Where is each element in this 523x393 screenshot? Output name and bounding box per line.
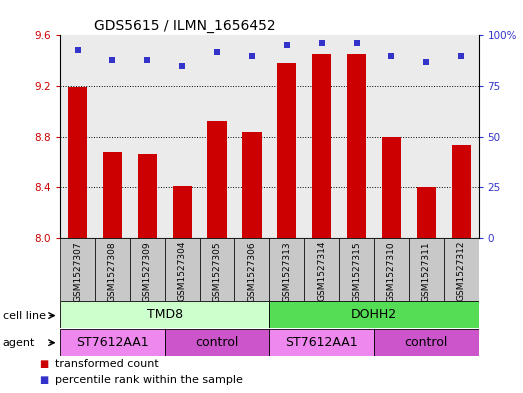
Bar: [234, 238, 269, 301]
Bar: [444, 35, 479, 238]
Bar: [374, 329, 479, 356]
Bar: [339, 238, 374, 301]
Bar: [60, 301, 269, 328]
Bar: [95, 35, 130, 238]
Bar: [60, 329, 165, 356]
Bar: [173, 186, 192, 238]
Bar: [234, 35, 269, 238]
Bar: [409, 35, 444, 238]
Point: [73, 46, 82, 53]
Point: [282, 42, 291, 49]
Text: GSM1527307: GSM1527307: [73, 241, 82, 301]
Bar: [347, 54, 366, 238]
Bar: [444, 238, 479, 301]
Bar: [103, 152, 122, 238]
Text: ■: ■: [39, 358, 49, 369]
Text: ST7612AA1: ST7612AA1: [286, 336, 358, 349]
Bar: [95, 238, 130, 301]
Text: ■: ■: [39, 375, 49, 385]
Bar: [200, 238, 234, 301]
Text: GSM1527315: GSM1527315: [352, 241, 361, 301]
Text: TMD8: TMD8: [146, 308, 183, 321]
Text: transformed count: transformed count: [55, 358, 158, 369]
Text: GSM1527306: GSM1527306: [247, 241, 256, 301]
Bar: [68, 87, 87, 238]
Bar: [382, 136, 401, 238]
Point: [422, 59, 430, 65]
Text: GSM1527311: GSM1527311: [422, 241, 431, 301]
Point: [108, 57, 117, 63]
Bar: [130, 238, 165, 301]
Bar: [269, 329, 374, 356]
Bar: [374, 35, 409, 238]
Bar: [60, 35, 95, 238]
Bar: [304, 238, 339, 301]
Bar: [165, 238, 200, 301]
Point: [178, 62, 186, 69]
Text: GSM1527304: GSM1527304: [178, 241, 187, 301]
Text: agent: agent: [3, 338, 35, 348]
Bar: [374, 238, 409, 301]
Text: GSM1527310: GSM1527310: [387, 241, 396, 301]
Bar: [339, 35, 374, 238]
Bar: [304, 35, 339, 238]
Text: percentile rank within the sample: percentile rank within the sample: [55, 375, 243, 385]
Bar: [312, 54, 331, 238]
Point: [213, 48, 221, 55]
Bar: [165, 329, 269, 356]
Text: cell line: cell line: [3, 310, 46, 321]
Bar: [269, 35, 304, 238]
Text: GSM1527308: GSM1527308: [108, 241, 117, 301]
Bar: [130, 35, 165, 238]
Bar: [269, 301, 479, 328]
Point: [248, 52, 256, 59]
Text: GSM1527305: GSM1527305: [212, 241, 222, 301]
Bar: [242, 132, 262, 238]
Bar: [60, 238, 95, 301]
Bar: [200, 35, 234, 238]
Bar: [409, 238, 444, 301]
Bar: [277, 63, 297, 238]
Text: ST7612AA1: ST7612AA1: [76, 336, 149, 349]
Bar: [451, 145, 471, 238]
Text: GSM1527312: GSM1527312: [457, 241, 465, 301]
Text: GSM1527314: GSM1527314: [317, 241, 326, 301]
Text: GSM1527309: GSM1527309: [143, 241, 152, 301]
Text: DOHH2: DOHH2: [351, 308, 397, 321]
Point: [353, 40, 361, 47]
Point: [317, 40, 326, 47]
Text: GDS5615 / ILMN_1656452: GDS5615 / ILMN_1656452: [94, 19, 275, 33]
Point: [387, 52, 395, 59]
Bar: [208, 121, 226, 238]
Bar: [138, 154, 157, 238]
Point: [143, 57, 152, 63]
Text: control: control: [405, 336, 448, 349]
Text: control: control: [196, 336, 238, 349]
Point: [457, 52, 465, 59]
Bar: [269, 238, 304, 301]
Bar: [165, 35, 200, 238]
Bar: [417, 187, 436, 238]
Text: GSM1527313: GSM1527313: [282, 241, 291, 301]
